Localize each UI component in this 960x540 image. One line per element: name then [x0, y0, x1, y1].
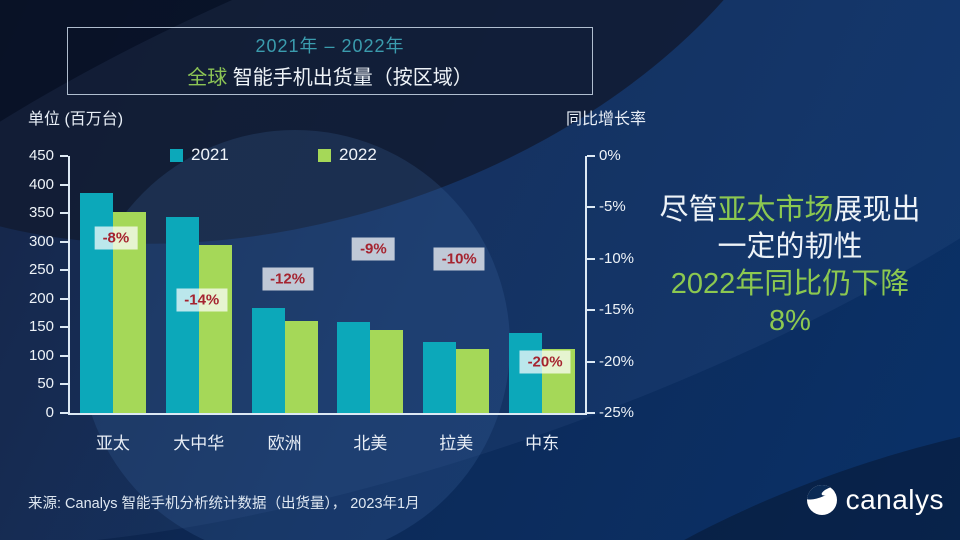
right-axis-tick [587, 309, 595, 312]
y-axis-tick-label: 0 [45, 404, 54, 421]
right-axis-tick-label: -5% [599, 198, 626, 216]
bar-2021-拉美 [423, 341, 457, 413]
chart-title-years: 2021年 – 2022年 [255, 36, 405, 56]
insight-line-3: 2022年同比仍下降 [670, 268, 910, 300]
y-axis-tick [60, 183, 68, 186]
right-axis-title: 同比增长率 [566, 111, 647, 128]
y-axis-tick [60, 326, 68, 329]
canalys-logo-text: canalys [845, 484, 944, 515]
insight-text: 尽管亚太市场展现出 一定的韧性 2022年同比仍下降 8% [622, 192, 958, 340]
category-label-拉美: 拉美 [439, 434, 474, 453]
insight-line-4: 8% [769, 305, 811, 337]
y-axis-tick-label: 200 [28, 289, 54, 307]
legend-label-2022: 2022 [339, 145, 377, 164]
y-axis-tick-label: 450 [28, 147, 54, 164]
right-axis-tick [587, 360, 595, 363]
insight-line1-pre: 尽管 [659, 194, 718, 226]
legend-label-2021: 2021 [191, 145, 229, 164]
insight-line1-highlight: 亚太市场 [717, 194, 834, 226]
category-label-中东: 中东 [525, 434, 560, 453]
growth-label-中东: -20% [519, 350, 571, 374]
category-label-亚太: 亚太 [95, 434, 130, 453]
right-axis-tick [587, 412, 595, 414]
bar-2021-北美 [337, 321, 371, 413]
y-axis-tick [60, 354, 68, 357]
legend-item-2022: 2022 [318, 145, 377, 165]
category-label-北美: 北美 [353, 434, 388, 453]
y-axis-tick [60, 269, 68, 272]
right-axis-tick [587, 257, 595, 260]
category-label-大中华: 大中华 [173, 434, 225, 453]
right-axis-tick [587, 155, 595, 157]
growth-label-拉美: -10% [433, 247, 485, 271]
y-axis-tick [60, 240, 68, 243]
chart-title-main: 全球 智能手机出货量（按区域） [68, 61, 592, 90]
canalys-logo-icon [806, 485, 837, 515]
legend-item-2021: 2021 [170, 145, 229, 165]
canalys-logo: canalys [806, 484, 944, 516]
bar-2021-欧洲 [251, 307, 285, 413]
y-axis-tick-label: 50 [37, 375, 54, 393]
bar-2022-欧洲 [284, 321, 318, 413]
right-axis-tick-label: -10% [599, 249, 635, 267]
y-axis-tick-label: 150 [28, 318, 54, 336]
chart-title-box: 2021年 – 2022年 全球 智能手机出货量（按区域） [67, 27, 593, 95]
growth-label-大中华: -14% [176, 288, 228, 312]
right-axis-tick-label: 0% [599, 147, 621, 164]
y-axis-tick [60, 155, 68, 157]
right-axis-tick-label: -20% [599, 352, 635, 370]
chart-title-rest: 智能手机出货量（按区域） [227, 67, 473, 89]
y-axis-tick [60, 412, 68, 414]
bar-2022-大中华 [198, 244, 232, 413]
y-axis-tick [60, 383, 68, 386]
chart-title-global: 全球 [187, 67, 228, 89]
bar-2022-拉美 [456, 349, 490, 413]
legend-swatch-2021 [170, 148, 183, 162]
y-axis-tick-label: 100 [28, 346, 54, 364]
plot-area: 450 400 350 300 250 200 150 100 50 0 0% -5% -10% -15%… [29, 147, 634, 453]
y-axis-tick [60, 297, 68, 300]
left-axis-title: 单位 (百万台) [28, 111, 124, 128]
right-axis-tick [587, 206, 595, 209]
bar-2021-大中华 [165, 217, 199, 413]
insight-line-1: 尽管亚太市场展现出 [622, 192, 958, 229]
y-axis-tick-label: 350 [28, 204, 54, 222]
legend-swatch-2022 [318, 148, 331, 162]
right-axis-tick-label: -25% [599, 404, 635, 421]
right-axis-tick-label: -15% [599, 301, 635, 319]
growth-label-亚太: -8% [94, 226, 138, 250]
y-axis-tick-label: 400 [28, 175, 54, 193]
y-axis-tick-label: 250 [28, 261, 54, 279]
source-text: 来源: Canalys 智能手机分析统计数据（出货量）， 2023年1月 [28, 496, 420, 512]
insight-line1-post: 展现出 [833, 194, 921, 226]
growth-label-欧洲: -12% [262, 267, 314, 291]
y-axis-tick-label: 300 [28, 232, 54, 250]
growth-label-北美: -9% [352, 237, 395, 261]
insight-line-2: 一定的韧性 [717, 231, 863, 263]
bar-2022-北美 [370, 330, 404, 413]
category-label-欧洲: 欧洲 [267, 434, 302, 453]
y-axis-tick [60, 212, 68, 215]
